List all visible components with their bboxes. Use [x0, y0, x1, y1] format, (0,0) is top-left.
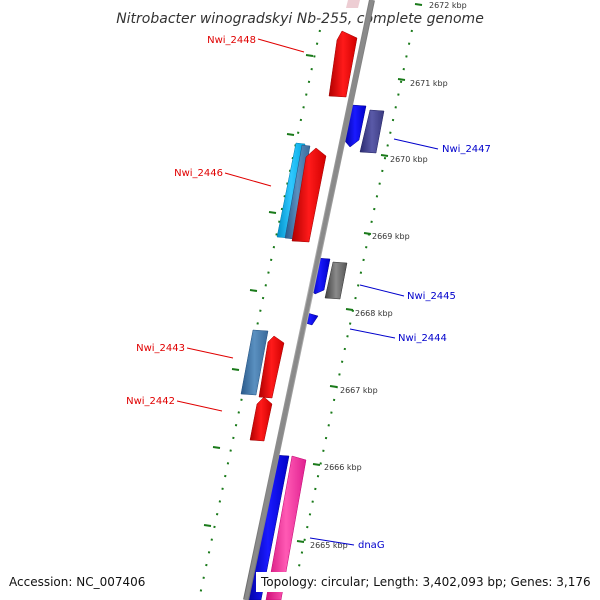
gene-arrow-dnag-pink[interactable]: [265, 455, 307, 600]
gene-arrow-top-faint[interactable]: [346, 0, 360, 8]
gene-features: [240, 0, 385, 600]
tick-2669: 2669 kbp: [363, 232, 410, 241]
tick-label: 2667 kbp: [340, 386, 378, 395]
gene-label-dnag[interactable]: dnaG: [358, 540, 385, 551]
gene-label-nwi-2447[interactable]: Nwi_2447: [442, 144, 491, 155]
tick-2670: 2670 kbp: [380, 154, 428, 164]
accession-text: Accession: NC_007406: [9, 575, 145, 589]
tick-2672: 2672 kbp: [414, 1, 467, 10]
genome-title: Nitrobacter winogradskyi Nb-255, complet…: [116, 11, 484, 27]
tick-2667: 2667 kbp: [329, 385, 378, 395]
tick-2668: 2668 kbp: [345, 308, 393, 318]
inner-ring-ticks: [203, 54, 314, 527]
gene-arrow-nwi-2447-b[interactable]: [359, 109, 385, 154]
gene-label-nwi-2448[interactable]: Nwi_2448: [207, 35, 256, 46]
outer-dotted-ring: [292, 29, 413, 596]
tick-label: 2672 kbp: [429, 1, 467, 10]
gene-arrow-nwi-2443[interactable]: [258, 335, 285, 399]
tick-label: 2668 kbp: [355, 309, 393, 318]
gene-label-nwi-2446[interactable]: Nwi_2446: [174, 168, 223, 179]
tick-label: 2669 kbp: [372, 232, 410, 241]
label-leader-lines: [176, 38, 439, 546]
gene-arrow-nwi-2448[interactable]: [328, 30, 358, 98]
gene-label-nwi-2443[interactable]: Nwi_2443: [136, 343, 185, 354]
topology-text: Topology: circular; Length: 3,402,093 bp…: [260, 575, 591, 589]
tick-label: 2665 kbp: [310, 541, 348, 550]
tick-2666: 2666 kbp: [312, 463, 362, 472]
tick-label: 2670 kbp: [390, 155, 428, 164]
tick-2671: 2671 kbp: [397, 78, 448, 88]
gene-arrow-nwi-2443-steel[interactable]: [240, 329, 269, 396]
gene-arrow-nwi-2446[interactable]: [291, 147, 327, 243]
scale-ticks: 2672 kbp 2671 kbp 2670 kbp 2669 kbp 2668…: [296, 1, 467, 550]
gene-labels: Nwi_2448 Nwi_2447 Nwi_2446 Nwi_2445 Nwi_…: [126, 35, 491, 551]
tick-label: 2671 kbp: [410, 79, 448, 88]
gene-label-nwi-2444[interactable]: Nwi_2444: [398, 333, 447, 344]
footer: Accession: NC_007406 Topology: circular;…: [4, 572, 596, 592]
gene-label-nwi-2442[interactable]: Nwi_2442: [126, 396, 175, 407]
gene-label-nwi-2445[interactable]: Nwi_2445: [407, 291, 456, 302]
genome-backbone: [243, 0, 375, 600]
gene-arrow-nwi-2445-b[interactable]: [324, 261, 348, 300]
gene-arrow-nwi-2442[interactable]: [249, 396, 273, 442]
inner-dotted-ring: [199, 29, 321, 596]
tick-label: 2666 kbp: [324, 463, 362, 472]
tick-2665: 2665 kbp: [296, 540, 348, 550]
